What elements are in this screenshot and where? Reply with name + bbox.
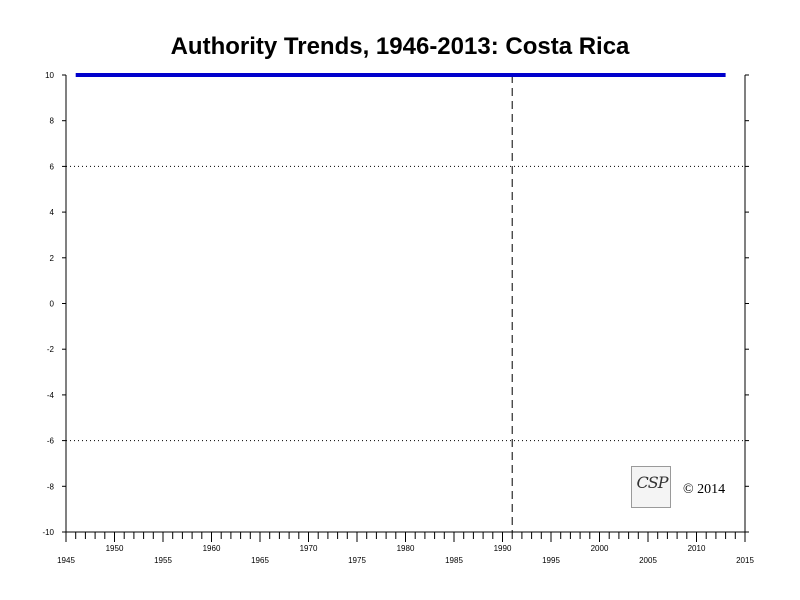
x-tick-label: 1990 (494, 544, 512, 553)
x-tick-label: 1975 (348, 556, 366, 565)
y-tick-label: 8 (50, 117, 55, 126)
x-tick-label: 1980 (397, 544, 415, 553)
y-tick-label: 10 (45, 71, 54, 80)
x-tick-label: 1970 (300, 544, 318, 553)
y-tick-label: -6 (47, 437, 55, 446)
x-tick-label: 1945 (57, 556, 75, 565)
y-tick-label: -2 (47, 345, 55, 354)
chart-title: Authority Trends, 1946-2013: Costa Rica (170, 33, 630, 60)
x-tick-label: 2015 (736, 556, 754, 565)
x-tick-label: 2000 (591, 544, 609, 553)
y-tick-label: 2 (50, 254, 55, 263)
x-tick-label: 1965 (251, 556, 269, 565)
y-tick-label: -10 (42, 528, 54, 537)
x-tick-label: 1950 (106, 544, 124, 553)
copyright-notice: © 2014 (683, 482, 726, 497)
x-tick-label: 2010 (688, 544, 706, 553)
y-tick-label: 6 (50, 162, 55, 171)
x-tick-label: 2005 (639, 556, 657, 565)
x-tick-label: 1955 (154, 556, 172, 565)
y-tick-label: 4 (50, 208, 55, 217)
y-tick-label: 0 (50, 300, 55, 309)
y-tick-label: -8 (47, 482, 55, 491)
y-tick-label: -4 (47, 391, 55, 400)
csp-logo: CSP (631, 466, 671, 508)
x-tick-label: 1960 (203, 544, 221, 553)
csp-logo-text: CSP (636, 473, 669, 492)
x-tick-label: 1995 (542, 556, 560, 565)
x-tick-label: 1985 (445, 556, 463, 565)
